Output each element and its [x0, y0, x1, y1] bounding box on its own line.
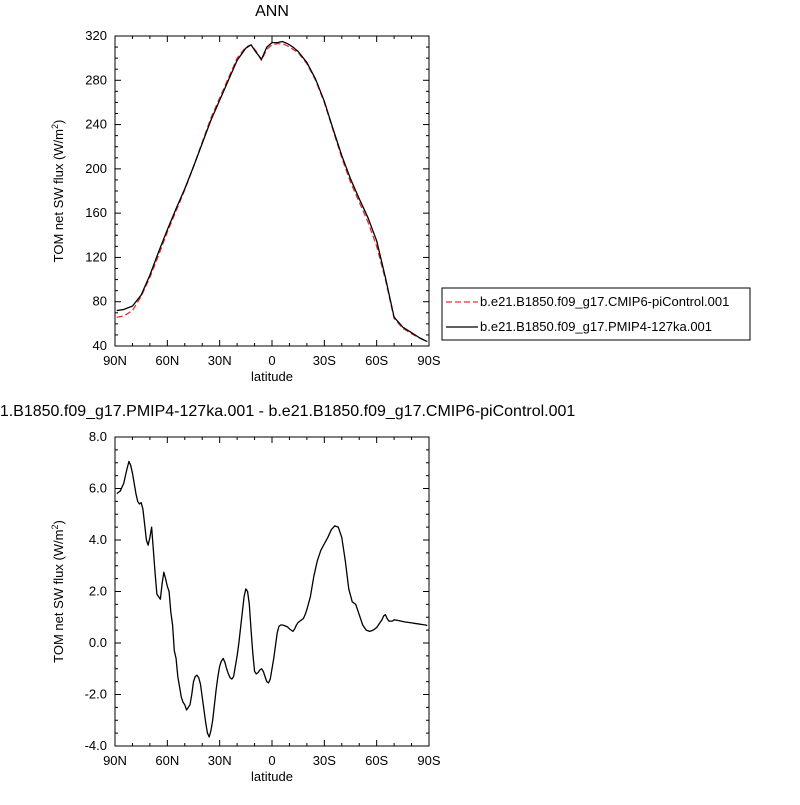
y-tick-label: 80 — [93, 294, 107, 309]
legend: b.e21.B1850.f09_g17.CMIP6-piControl.001b… — [441, 287, 751, 341]
chart-panel-2: b.e21.B1850.f09_g17.PMIP4-127ka.001 - b.… — [0, 403, 575, 784]
y-axis-title-end: ) — [51, 120, 66, 124]
y-axis-title: TOM net SW flux (W/m2) — [50, 520, 66, 663]
x-tick-label: 60N — [155, 753, 179, 768]
x-axis-title: latitude — [251, 769, 293, 784]
y-tick-label: 240 — [85, 117, 107, 132]
series-line-1 — [116, 43, 428, 343]
x-tick-label: 30N — [208, 753, 232, 768]
x-tick-label: 90S — [417, 353, 440, 368]
y-axis-title-sup: 2 — [50, 524, 60, 529]
y-tick-label: 120 — [85, 249, 107, 264]
x-tick-label: 30S — [313, 753, 336, 768]
y-tick-label: 6.0 — [89, 481, 107, 496]
chart-panel-1: ANN 90N 60N 30N 0 30S 60S 90S 40 80 120 160 200 240 28… — [50, 3, 751, 384]
chart-title: ANN — [255, 3, 289, 20]
x-tick-label: 60N — [155, 353, 179, 368]
y-tick-label: 160 — [85, 205, 107, 220]
chart-title: b.e21.B1850.f09_g17.PMIP4-127ka.001 - b.… — [0, 403, 575, 420]
plot-frame — [114, 35, 430, 347]
y-axis-title-main: TOM net SW flux (W/m — [51, 129, 66, 262]
y-tick-label: 0.0 — [89, 635, 107, 650]
y-axis-title-end: ) — [51, 520, 66, 524]
legend-entry-1: b.e21.B1850.f09_g17.CMIP6-piControl.001 — [480, 294, 729, 309]
y-tick-label: 4.0 — [89, 532, 107, 547]
y-axis-title: TOM net SW flux (W/m2) — [50, 120, 66, 263]
y-axis-title-sup: 2 — [50, 124, 60, 129]
x-tick-label: 0 — [268, 353, 275, 368]
legend-box — [441, 287, 751, 341]
plot-frame — [114, 436, 430, 747]
series-line-2 — [116, 40, 428, 343]
y-tick-label: 8.0 — [89, 429, 107, 444]
y-tick-label: 40 — [93, 338, 107, 353]
x-tick-label: 90N — [103, 353, 127, 368]
x-tick-label: 90S — [417, 753, 440, 768]
x-tick-label: 30S — [313, 353, 336, 368]
x-tick-label: 0 — [268, 753, 275, 768]
y-tick-label: -2.0 — [85, 687, 107, 702]
y-tick-label: -4.0 — [85, 738, 107, 753]
x-tick-label: 60S — [365, 353, 388, 368]
x-tick-label: 30N — [208, 353, 232, 368]
x-tick-label: 60S — [365, 753, 388, 768]
x-tick-label: 90N — [103, 753, 127, 768]
y-tick-label: 200 — [85, 161, 107, 176]
y-tick-label: 2.0 — [89, 584, 107, 599]
legend-entry-2: b.e21.B1850.f09_g17.PMIP4-127ka.001 — [480, 319, 712, 334]
y-tick-label: 320 — [85, 28, 107, 43]
y-tick-label: 280 — [85, 72, 107, 87]
x-axis-title: latitude — [251, 369, 293, 384]
series-line-1 — [116, 460, 428, 738]
y-axis-title-main: TOM net SW flux (W/m — [51, 529, 66, 662]
